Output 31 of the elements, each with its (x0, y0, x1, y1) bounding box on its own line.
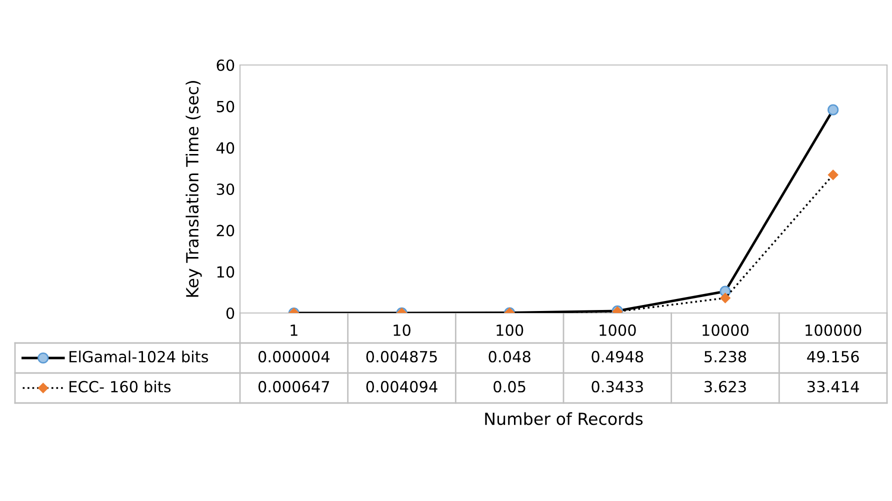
x-tick-label: 1000 (600, 324, 636, 336)
point (828, 104, 839, 116)
y-tick-label: 10 (217, 266, 234, 278)
data-label: 0.004094 (366, 380, 438, 392)
legend-label: ElGamal-1024 bits (70, 350, 208, 362)
x-tick-label: 1 (290, 324, 298, 336)
x-tick-label: 100000 (806, 324, 862, 336)
y-tick-label: 20 (216, 224, 234, 236)
x-tick-label: 100 (496, 324, 524, 336)
point (828, 170, 838, 180)
y-tick-label: 40 (216, 142, 234, 154)
data-label: 0.048 (488, 350, 530, 362)
data-label: 0.3433 (592, 380, 643, 392)
y-tick-label: 50 (216, 100, 234, 112)
data-label: 0.000647 (258, 380, 330, 392)
data-label: 0.000004 (258, 350, 330, 362)
y-tick-label: 0 (226, 307, 234, 320)
data-label: 0.004875 (366, 350, 437, 362)
y-tick-label: 60 (216, 59, 234, 72)
x-axis-title: Number of Records (485, 412, 643, 426)
legend-label: ECC- 160 bits (70, 380, 171, 392)
x-tick-label: 10000 (702, 324, 749, 336)
data-label: 0.4948 (592, 350, 644, 362)
data-label: 33.414 (808, 380, 859, 392)
y-axis-title: Key Translation Time (sec) (186, 81, 202, 297)
data-label: 3.623 (704, 380, 746, 392)
x-tick-label: 10 (394, 324, 410, 336)
data-label: 5.238 (704, 350, 746, 362)
data-label: 0.05 (494, 380, 526, 392)
data-label: 49.156 (807, 350, 859, 362)
y-tick-label: 30 (216, 183, 234, 196)
